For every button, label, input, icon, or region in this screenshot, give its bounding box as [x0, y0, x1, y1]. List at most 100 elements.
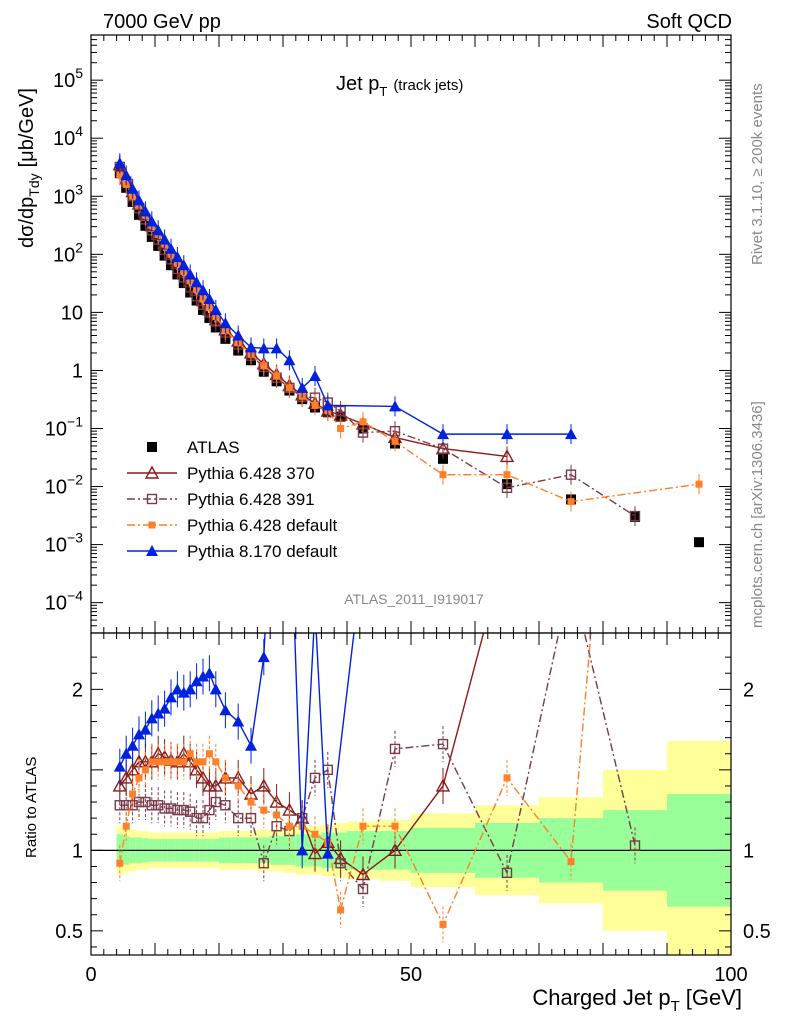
main-point — [126, 182, 139, 194]
main-point — [165, 242, 177, 254]
x-tick-label: 100 — [714, 964, 747, 986]
ratio-point — [145, 712, 158, 724]
y-tick-label: 104 — [53, 123, 83, 150]
ratio-point — [335, 858, 346, 869]
legend-marker — [146, 545, 158, 556]
ratio-point — [273, 811, 281, 819]
ratio-point — [114, 800, 126, 811]
ratio-point — [197, 670, 209, 682]
ratio-point — [180, 758, 188, 766]
main-point — [567, 498, 575, 506]
ratio-point — [337, 906, 345, 914]
ratio-ylabel: Ratio to ATLAS — [23, 757, 40, 858]
main-line — [119, 162, 571, 435]
main-point — [296, 381, 309, 393]
ratio-y-label-right: 2 — [743, 679, 754, 701]
mcplots-label: mcplots.cern.ch [arXiv:1306.3436] — [749, 401, 766, 628]
main-point — [245, 341, 257, 353]
main-point — [391, 437, 399, 445]
ratio-point — [171, 683, 184, 695]
main-point — [116, 171, 124, 179]
ratio-point — [212, 758, 220, 766]
ratio-y-label-left: 0.5 — [55, 921, 83, 943]
ratio-point — [359, 822, 367, 830]
y-tick-label: 10−2 — [45, 472, 83, 499]
main-point — [177, 259, 190, 271]
main-point — [438, 453, 448, 464]
ratio-point — [285, 822, 293, 830]
main-point — [232, 329, 245, 341]
ratio-point — [307, 846, 323, 860]
y-tick-label: 1 — [72, 360, 83, 382]
main-point — [359, 418, 367, 426]
ratio-point — [125, 762, 140, 776]
ratio-point — [122, 822, 130, 830]
main-point — [203, 293, 216, 305]
ratio-point — [146, 800, 158, 811]
ratio-point — [204, 804, 215, 816]
main-point — [273, 372, 281, 380]
ratio-point — [257, 651, 270, 663]
ratio-point — [311, 830, 319, 838]
ratio-point — [177, 686, 190, 698]
ratio-point — [232, 715, 245, 727]
main-point — [257, 342, 270, 354]
ratio-point — [133, 796, 145, 808]
main-point — [283, 354, 296, 366]
main-point — [152, 224, 165, 236]
legend-label: Pythia 6.428 370 — [187, 464, 315, 483]
ratio-point — [184, 683, 197, 695]
y-tick-label: 10−3 — [45, 530, 83, 557]
ratio-point — [186, 750, 194, 758]
ratio-point — [119, 770, 134, 784]
legend-label: ATLAS — [187, 438, 240, 457]
ratio-point — [298, 822, 306, 830]
ratio-point — [567, 858, 575, 866]
legend-marker — [146, 493, 158, 505]
ratio-point — [152, 800, 164, 811]
xlabel: Charged Jet pT [GeV] — [532, 985, 742, 1015]
ratio-y-label-right: 0.5 — [743, 921, 771, 943]
ratio-point — [191, 812, 202, 824]
main-point — [337, 424, 345, 432]
ratio-point — [193, 758, 201, 766]
main-point — [503, 471, 511, 479]
main-point — [309, 370, 321, 382]
ratio-point — [158, 702, 171, 714]
ratio-point — [116, 859, 124, 867]
ratio-point — [129, 790, 137, 798]
ratio-point — [161, 758, 169, 766]
ratio-series — [112, 633, 641, 943]
ratio-point — [296, 844, 309, 856]
main-point — [321, 399, 334, 411]
ratio-point — [203, 667, 216, 679]
y-tick-label: 102 — [53, 239, 83, 266]
x-tick-label: 0 — [85, 964, 96, 986]
ratio-point — [127, 800, 138, 811]
ratio-point — [165, 691, 177, 703]
ratio-point — [148, 758, 156, 766]
main-point — [270, 342, 283, 354]
legend-label: Pythia 6.428 391 — [187, 490, 315, 509]
ratio-axes: 0 50 100 2 2 1 1 0.5 0.5 — [55, 656, 771, 986]
header-right: Soft QCD — [646, 11, 732, 33]
main-point — [209, 303, 222, 315]
ratio-point — [260, 806, 268, 814]
ratio-point — [245, 739, 257, 751]
main-point — [389, 400, 401, 412]
ratio-point — [167, 758, 175, 766]
main-point — [197, 284, 209, 296]
main-point — [120, 169, 133, 181]
legend-label: Pythia 6.428 default — [187, 516, 338, 535]
ratio-point — [197, 812, 209, 824]
main-point — [260, 362, 268, 370]
ratio-point — [309, 772, 321, 784]
ratio-point — [256, 778, 271, 792]
main-point — [311, 401, 319, 409]
main-line — [119, 164, 508, 458]
ratio-point — [195, 770, 211, 784]
ratio-point — [133, 728, 145, 740]
main-point — [499, 448, 515, 463]
